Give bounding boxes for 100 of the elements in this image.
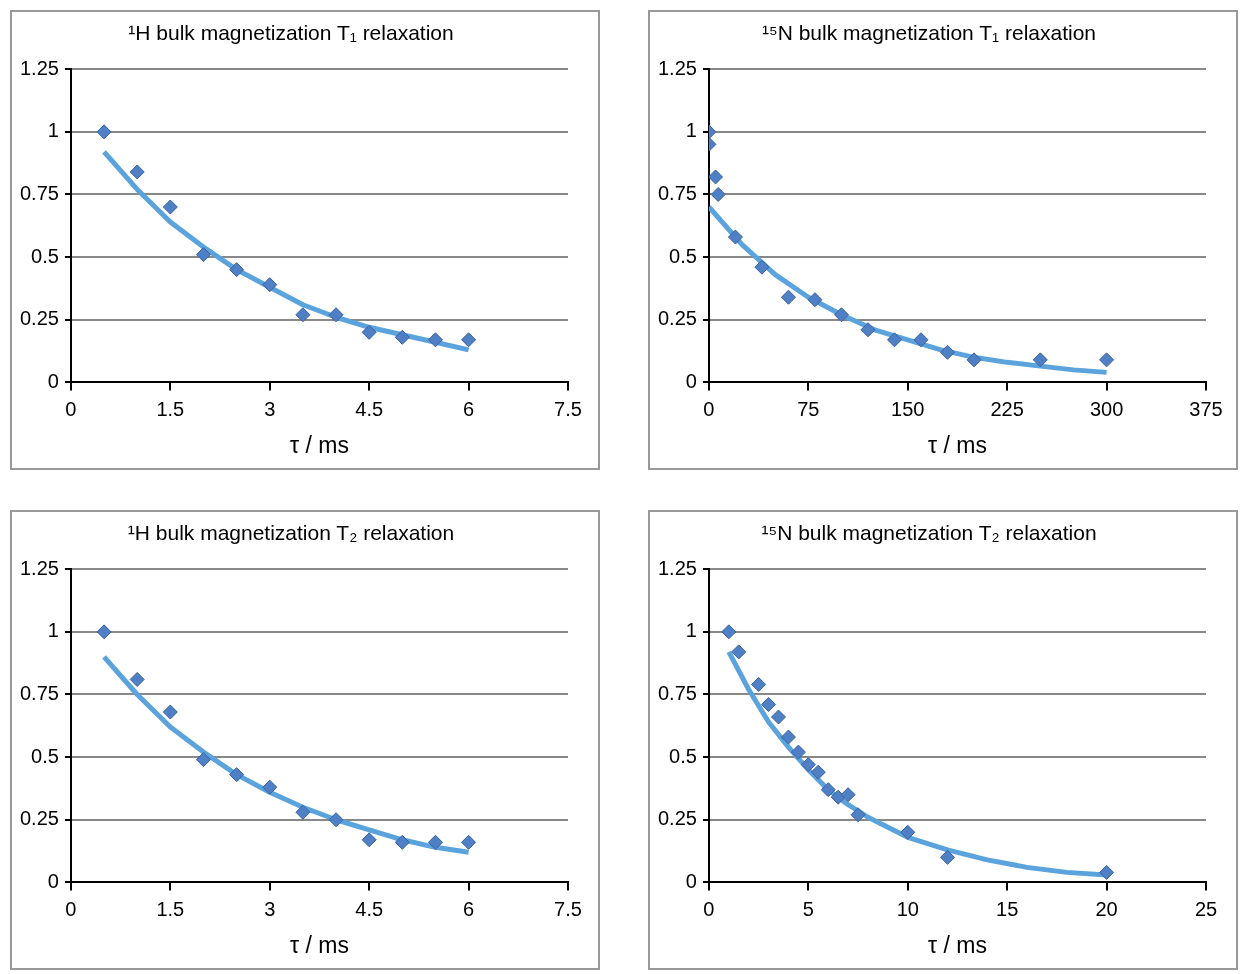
x-tick-label: 0 [703,897,715,920]
x-tick-label: 25 [1194,897,1218,920]
y-tick-label: 1.25 [19,56,59,79]
y-tick-label: 1 [47,119,59,142]
x-tick-label: 0 [65,397,77,420]
point [850,807,866,823]
point [295,307,311,323]
point [162,199,178,215]
point [461,332,477,348]
point [790,744,806,760]
y-tick-label: 0.75 [657,182,697,204]
y-tick-label: 1 [685,119,697,142]
point [427,834,443,850]
point [807,292,823,308]
y-tick-label: 1.25 [657,556,697,579]
x-tick-label: 0 [65,897,77,920]
y-tick-label: 0.75 [19,182,59,204]
y-tick-label: 0.25 [19,307,59,330]
y-tick-label: 1 [685,619,697,642]
chart-title: ¹H bulk magnetization T₁ relaxation [128,21,454,45]
x-tick-label: 10 [896,897,919,920]
x-tick-label: 375 [1189,397,1223,420]
x-tick-label: 6 [463,897,475,920]
x-tick-label: 6 [463,397,475,420]
y-tick-label: 1 [47,619,59,642]
point [129,164,145,180]
point [820,782,836,798]
point [361,832,377,848]
y-tick-label: 0.75 [19,682,59,704]
point [394,329,410,345]
point [461,834,477,850]
point [727,229,743,245]
x-tick-label: 4.5 [355,397,384,420]
y-tick-label: 0.5 [31,744,59,767]
point [900,824,916,840]
x-tick-label: 1.5 [156,397,185,420]
point [295,804,311,820]
point [860,322,876,338]
y-tick-label: 0.5 [31,244,59,267]
point [771,709,787,725]
point [427,332,443,348]
point [262,779,278,795]
point [751,676,767,692]
y-tick-label: 0 [685,869,697,892]
y-tick-label: 0 [47,369,59,392]
point [162,704,178,720]
point [887,332,902,348]
point [840,787,856,803]
point [780,289,796,305]
x-tick-label: 225 [990,397,1024,420]
point [833,307,849,323]
point [129,671,145,687]
y-tick-label: 0.5 [669,744,697,767]
point [1099,864,1115,880]
y-tick-label: 0.25 [657,307,697,330]
point [394,834,410,850]
chart-title: ¹H bulk magnetization T₂ relaxation [127,521,455,545]
chart-title: ¹⁵N bulk magnetization T₁ relaxation [761,21,1097,45]
point [262,277,278,293]
point [195,247,211,263]
y-tick-label: 0.5 [669,244,697,267]
chart-title: ¹⁵N bulk magnetization T₂ relaxation [761,521,1097,545]
point [780,729,796,745]
y-tick-label: 0 [685,369,697,392]
x-tick-label: 4.5 [355,897,384,920]
y-tick-label: 0.75 [657,682,697,704]
x-tick-label: 3 [264,897,276,920]
x-tick-label: 150 [891,397,925,420]
point [810,764,826,780]
point [913,332,929,348]
point [361,324,377,340]
x-tick-label: 75 [797,397,820,420]
point [708,169,724,185]
x-axis-title: τ / ms [290,431,349,458]
point [710,186,726,202]
y-tick-label: 0.25 [657,807,697,830]
x-tick-label: 1.5 [156,897,185,920]
x-tick-label: 5 [802,897,814,920]
x-tick-label: 0 [703,397,715,420]
point [229,767,245,783]
point [940,849,956,865]
point [731,644,747,660]
point [96,624,112,640]
x-axis-title: τ / ms [928,431,987,458]
x-axis-title: τ / ms [928,931,987,958]
point [754,259,770,275]
x-tick-label: 300 [1089,397,1124,420]
y-tick-label: 1.25 [19,556,59,579]
y-tick-label: 0.25 [19,807,59,830]
point [328,307,344,323]
point [721,624,737,640]
point [195,752,211,768]
point [800,757,816,773]
point [96,124,112,140]
point [229,262,245,278]
point [966,352,982,368]
y-tick-label: 0 [47,869,59,892]
x-tick-label: 7.5 [554,897,582,920]
x-tick-label: 15 [996,897,1019,920]
point [761,697,777,712]
